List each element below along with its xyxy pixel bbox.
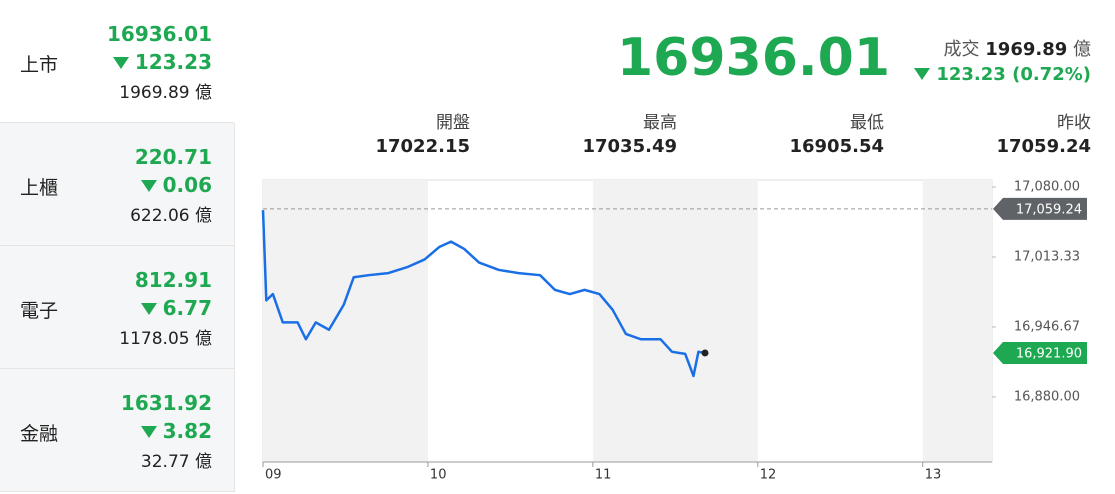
price: 16936.01 bbox=[617, 28, 891, 88]
stat-value: 17022.15 bbox=[375, 136, 470, 157]
index-change: 123.23 bbox=[112, 50, 212, 74]
change-value: 6.77 bbox=[162, 296, 212, 320]
change-value: 3.82 bbox=[162, 419, 212, 443]
index-price: 1631.92 bbox=[120, 391, 212, 415]
index-volume: 32.77 億 bbox=[140, 452, 212, 472]
down-icon bbox=[140, 303, 157, 315]
y-tick-label: 16,880.00 bbox=[1014, 389, 1080, 404]
x-tick-label: 10 bbox=[430, 468, 447, 483]
index-item[interactable]: 金融 1631.92 3.82 32.77 億 bbox=[0, 369, 235, 492]
down-icon bbox=[112, 57, 129, 69]
band bbox=[922, 180, 992, 462]
index-item[interactable]: 上市 16936.01 123.23 1969.89 億 bbox=[0, 0, 234, 123]
change-value: 0.06 bbox=[162, 173, 212, 197]
down-icon bbox=[140, 426, 157, 438]
x-tick-label: 11 bbox=[595, 468, 612, 483]
index-item[interactable]: 電子 812.91 6.77 1178.05 億 bbox=[0, 246, 235, 369]
stat-label: 最低 bbox=[850, 113, 884, 133]
change-value: 123.23 (0.72%) bbox=[936, 64, 1091, 85]
x-tick-label: 12 bbox=[760, 468, 777, 483]
index-price: 220.71 bbox=[134, 145, 212, 169]
index-volume: 1969.89 億 bbox=[119, 83, 212, 103]
x-tick-label: 13 bbox=[925, 468, 942, 483]
y-tick-label: 16,946.67 bbox=[1014, 319, 1080, 334]
volume-value: 1969.89 bbox=[985, 39, 1068, 60]
index-item[interactable]: 上櫃 220.71 0.06 622.06 億 bbox=[0, 123, 235, 246]
stat-label: 最高 bbox=[643, 113, 677, 133]
reference-tag bbox=[993, 197, 1087, 220]
band bbox=[263, 180, 428, 462]
last-label: 16,921.90 bbox=[1016, 346, 1082, 361]
down-icon bbox=[140, 180, 157, 192]
band bbox=[592, 180, 758, 462]
index-list: 上市 16936.01 123.23 1969.89 億上櫃 220.71 0.06 622… bbox=[0, 0, 235, 494]
index-price: 16936.01 bbox=[106, 22, 212, 46]
index-price: 812.91 bbox=[134, 268, 212, 292]
reference-label: 17,059.24 bbox=[1016, 202, 1082, 217]
change-value: 123.23 bbox=[134, 50, 212, 74]
y-tick-label: 17,013.33 bbox=[1014, 250, 1080, 265]
end-dot bbox=[701, 349, 709, 357]
index-change: 6.77 bbox=[140, 296, 212, 320]
index-name: 上市 bbox=[20, 54, 59, 76]
x-tick-label: 09 bbox=[265, 468, 282, 483]
index-change: 3.82 bbox=[140, 419, 212, 443]
volume-label: 成交 bbox=[943, 39, 980, 60]
index-name: 金融 bbox=[20, 423, 59, 445]
index-name: 電子 bbox=[20, 300, 59, 322]
y-tick-label: 17,080.00 bbox=[1014, 180, 1080, 195]
index-volume: 1178.05 億 bbox=[119, 329, 212, 349]
volume-unit: 億 bbox=[1073, 39, 1091, 60]
index-name: 上櫃 bbox=[20, 177, 59, 199]
change: 123.23 (0.72%) bbox=[914, 64, 1091, 85]
volume: 成交 1969.89 億 bbox=[944, 35, 1091, 61]
index-change: 0.06 bbox=[140, 173, 212, 197]
index-volume: 622.06 億 bbox=[130, 206, 212, 226]
stat-value: 17035.49 bbox=[582, 136, 677, 157]
stat-label: 開盤 bbox=[436, 113, 470, 133]
down-icon bbox=[914, 68, 931, 80]
stat-label: 昨收 bbox=[1057, 113, 1091, 133]
last-tag bbox=[993, 341, 1087, 364]
stat-value: 17059.24 bbox=[996, 136, 1091, 157]
stat-value: 16905.54 bbox=[789, 136, 884, 157]
price-line bbox=[261, 210, 706, 378]
